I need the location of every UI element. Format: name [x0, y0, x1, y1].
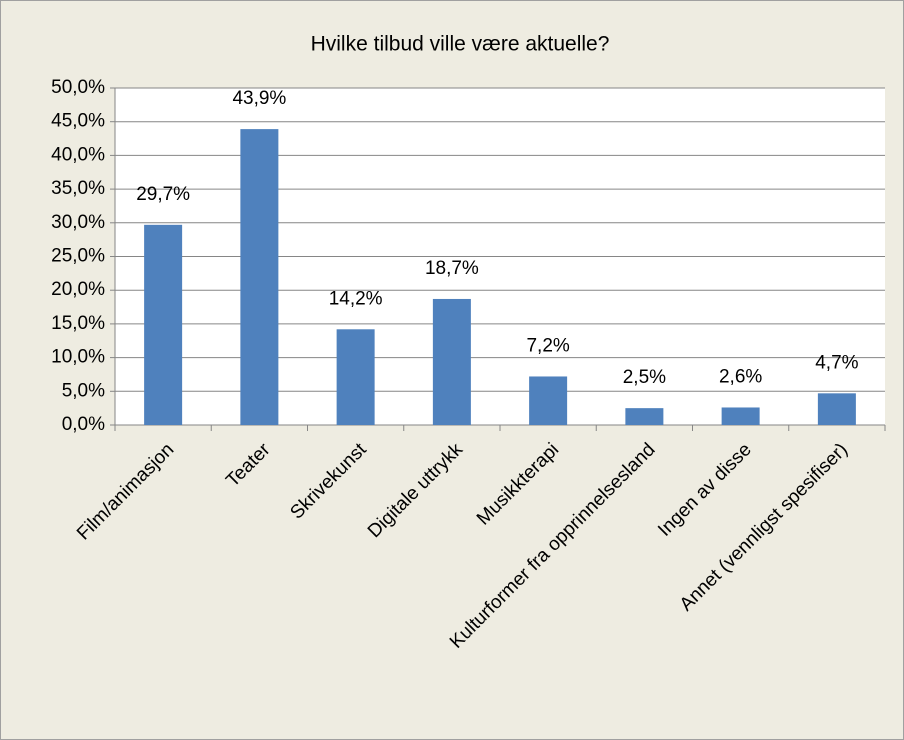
data-label: 29,7% — [136, 184, 190, 205]
y-tick-label: 5,0% — [62, 380, 105, 401]
y-tick-label: 25,0% — [51, 246, 105, 267]
bar — [432, 298, 471, 425]
y-tick-label: 35,0% — [51, 178, 105, 199]
data-label: 4,7% — [815, 352, 858, 373]
y-tick-label: 40,0% — [51, 144, 105, 165]
y-tick-label: 20,0% — [51, 279, 105, 300]
bar — [240, 129, 279, 425]
data-label: 43,9% — [232, 88, 286, 109]
y-tick-label: 10,0% — [51, 347, 105, 368]
y-tick-label: 30,0% — [51, 212, 105, 233]
data-label: 2,5% — [623, 367, 666, 388]
bar — [721, 407, 760, 425]
bar — [336, 329, 375, 425]
data-label: 7,2% — [526, 335, 569, 356]
bar — [529, 376, 568, 425]
bar — [817, 393, 856, 425]
y-tick-label: 0,0% — [62, 414, 105, 435]
data-label: 14,2% — [329, 288, 383, 309]
data-label: 18,7% — [425, 258, 479, 279]
chart-title: Hvilke tilbud ville være aktuelle? — [311, 33, 610, 56]
data-label: 2,6% — [719, 366, 762, 387]
y-tick-label: 45,0% — [51, 111, 105, 132]
bar — [144, 224, 183, 425]
y-tick-label: 50,0% — [51, 77, 105, 98]
y-tick-label: 15,0% — [51, 313, 105, 334]
bar — [625, 408, 664, 425]
